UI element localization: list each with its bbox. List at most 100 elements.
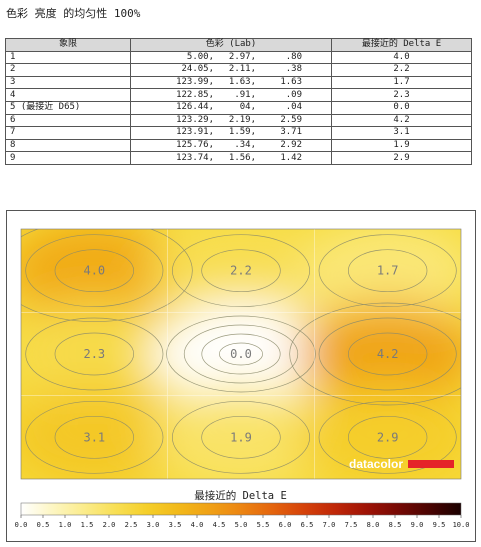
- lab-a-value: 1.56,: [228, 152, 256, 163]
- heat-cell-1: [21, 229, 186, 323]
- contour-line: [21, 229, 193, 323]
- scale-tick-label: 2.0: [103, 521, 116, 529]
- lab-cell: 123.74, 1.56, 1.42: [130, 151, 332, 165]
- lab-L-value: 123.91,: [176, 127, 214, 138]
- scale-tick-label: 1.0: [59, 521, 72, 529]
- scale-tick-label: 0.0: [15, 521, 28, 529]
- delta-e-label: 4.2: [377, 347, 399, 361]
- contour-line: [347, 332, 428, 376]
- lab-L-value: 123.99,: [176, 77, 214, 88]
- lab-cell: 122.85, .91, .09: [130, 88, 332, 102]
- quadrant-cell: 6: [5, 113, 131, 128]
- table-row: 4 122.85, .91, .09 2.3: [5, 88, 472, 102]
- scale-title: 最接近的 Delta E: [194, 490, 287, 502]
- lab-cell: 123.99, 1.63, 1.63: [130, 75, 332, 90]
- heat-cell-8: [150, 385, 332, 479]
- scale-tick-label: 2.5: [125, 521, 138, 529]
- quadrant-cell: 9: [5, 151, 131, 165]
- contour-line: [289, 302, 461, 406]
- delta-e-label: 2.9: [377, 430, 399, 444]
- scale-tick-label: 0.5: [37, 521, 50, 529]
- contour-line: [25, 400, 164, 474]
- header-quadrant: 象限: [5, 38, 131, 52]
- lab-L-value: 123.29,: [176, 114, 214, 125]
- uniformity-heatmap-panel: 4.0 2.2 1.7 2.3 0.0 4.2 3.1 1.9 2.9 datacolor 0.…: [6, 210, 476, 542]
- contour-line: [201, 249, 281, 293]
- lab-a-value: 1.59,: [228, 127, 256, 138]
- table-header-row: 象限 色彩 (Lab) 最接近的 Delta E: [5, 38, 472, 52]
- table-row: 2 24.05, 2.11, .38 2.2: [5, 63, 472, 77]
- delta-e-cell: 2.2: [331, 63, 472, 77]
- scale-tick-label: 5.5: [257, 521, 270, 529]
- scale-tick-label: 9.5: [433, 521, 446, 529]
- delta-e-label: 2.2: [230, 264, 252, 278]
- delta-e-cell: 1.9: [331, 138, 472, 153]
- contour-line: [25, 317, 164, 391]
- contour-line: [347, 415, 428, 459]
- heat-cell-3: [296, 229, 461, 323]
- contour-line: [54, 415, 135, 459]
- scale-tick-label: 8.5: [389, 521, 402, 529]
- page-title: 色彩 亮度 的均匀性 100%: [6, 7, 141, 20]
- header-delta-e: 最接近的 Delta E: [331, 38, 472, 52]
- scale-tick-label: 7.5: [345, 521, 358, 529]
- lab-a-value: 04,: [239, 102, 256, 113]
- contour-line: [201, 333, 281, 375]
- quadrant-cell: 8: [5, 138, 131, 153]
- lab-b-value: .09: [285, 89, 302, 100]
- lab-b-value: .38: [285, 64, 302, 75]
- lab-b-value: 3.71: [280, 127, 302, 138]
- scale-tick-label: 6.5: [301, 521, 314, 529]
- lab-cell: 24.05, 2.11, .38: [130, 63, 332, 77]
- uniformity-table: 象限 色彩 (Lab) 最接近的 Delta E 1 5.00, 2.97, .80 4…: [5, 38, 472, 165]
- color-scale-bar: [20, 502, 462, 516]
- lab-a-value: 2.11,: [228, 64, 256, 75]
- heat-cell-2: [150, 229, 332, 323]
- scale-tick-label: 8.0: [367, 521, 380, 529]
- datacolor-logo: datacolor: [349, 457, 454, 471]
- delta-e-cell: 2.9: [331, 151, 472, 165]
- lab-a-value: 2.19,: [228, 114, 256, 125]
- quadrant-cell: 7: [5, 126, 131, 140]
- contour-line: [171, 234, 311, 308]
- scale-tick-label: 10.0: [453, 521, 470, 529]
- contour-line: [201, 415, 281, 459]
- lab-cell: 5.00, 2.97, .80: [130, 50, 332, 65]
- delta-e-cell: 2.3: [331, 88, 472, 102]
- lab-a-value: 1.63,: [228, 77, 256, 88]
- quadrant-cell: 2: [5, 63, 131, 77]
- table-row: 6 123.29, 2.19, 2.59 4.2: [5, 113, 472, 128]
- contour-line: [54, 332, 135, 376]
- contour-line: [347, 249, 428, 293]
- delta-e-cell: 4.2: [331, 113, 472, 128]
- delta-e-label: 4.0: [83, 264, 105, 278]
- uniformity-heatmap: 4.0 2.2 1.7 2.3 0.0 4.2 3.1 1.9 2.9 datacolor 0.…: [15, 228, 470, 529]
- heat-cell-7: [21, 385, 186, 479]
- heat-cell-9: [296, 385, 461, 479]
- scale-tick-label: 3.0: [147, 521, 160, 529]
- table-row: 9 123.74, 1.56, 1.42 2.9: [5, 151, 472, 165]
- lab-a-value: .91,: [234, 89, 256, 100]
- lab-b-value: 1.63: [280, 77, 302, 88]
- lab-a-value: .34,: [234, 140, 256, 151]
- delta-e-cell: 1.7: [331, 75, 472, 90]
- heat-cell-6: [296, 302, 461, 406]
- scale-tick-label: 9.0: [411, 521, 424, 529]
- lab-a-value: 2.97,: [228, 51, 256, 62]
- table-row: 1 5.00, 2.97, .80 4.0: [5, 50, 472, 65]
- contour-line: [318, 317, 457, 391]
- delta-e-label: 1.7: [377, 264, 399, 278]
- lab-b-value: 2.92: [280, 140, 302, 151]
- contour-line: [219, 342, 263, 366]
- quadrant-cell: 4: [5, 88, 131, 102]
- contour-line: [25, 234, 164, 308]
- scale-tick-label: 3.5: [169, 521, 182, 529]
- quadrant-cell: 5 (最接近 D65): [5, 100, 131, 115]
- lab-L-value: 125.76,: [176, 140, 214, 151]
- logo-accent-bar: [408, 460, 454, 468]
- table-row: 8 125.76, .34, 2.92 1.9: [5, 138, 472, 153]
- lab-b-value: .80: [285, 51, 302, 62]
- lab-cell: 125.76, .34, 2.92: [130, 138, 332, 153]
- delta-e-cell: 4.0: [331, 50, 472, 65]
- lab-L-value: 126.44,: [176, 102, 214, 113]
